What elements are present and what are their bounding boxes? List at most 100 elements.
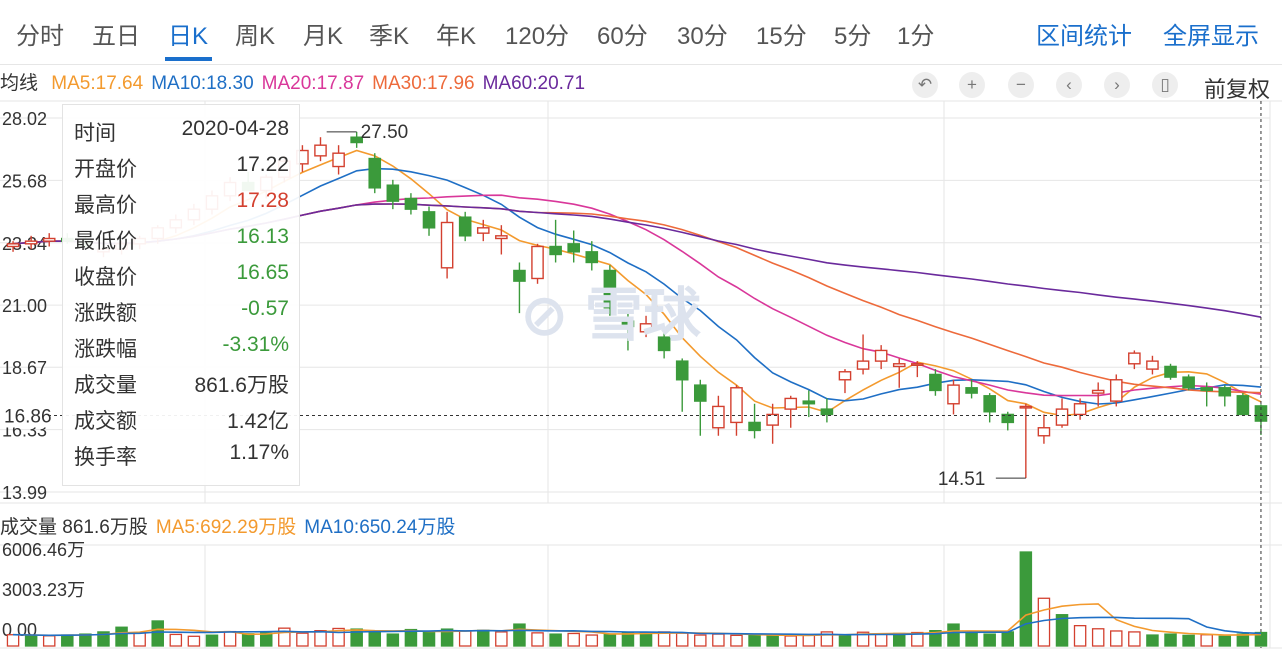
volume-bar [440,628,454,647]
candle-body [603,269,617,309]
zoom-out-icon[interactable]: − [1008,72,1034,98]
volume-bar [531,632,544,647]
tooltip-row: 开盘价 17.22 [74,153,289,183]
next-icon[interactable]: › [1104,72,1130,98]
candle-body [657,336,671,352]
tooltip-key: 成交额 [74,410,137,433]
zoom-in-icon[interactable]: + [959,72,985,98]
tab-7[interactable]: 120分 [505,23,570,50]
candle-body [513,269,526,282]
volume-bar [97,631,110,647]
candle-body [1073,403,1087,416]
candle-body [874,349,888,362]
ma-label: 均线 [0,73,39,94]
volume-bar [802,634,816,647]
volume-bar [603,633,617,647]
current-price-label: 16.86 [4,406,52,427]
volume-legend: 成交量 861.6万股 MA5:692.29万股 MA10:650.24万股 [0,512,463,539]
max-price-label: 27.50 [361,122,409,143]
volume-bar [567,632,580,647]
volume-bar [6,634,20,647]
tab-3[interactable]: 周K [235,23,276,50]
candle-body [1164,365,1177,378]
ma-legend: 均线 MA5:17.64 MA10:18.30 MA20:17.87 MA30:17.… [0,68,593,94]
tab-6[interactable]: 年K [436,23,477,50]
candle-body [6,243,20,248]
candle-body [1055,408,1069,426]
volume-bar [187,635,201,647]
price-tick-label: 18.67 [2,358,47,378]
prev-icon[interactable]: ‹ [1056,72,1082,98]
candle-body [693,384,707,402]
tooltip-key: 涨跌幅 [74,338,137,361]
tab-0[interactable]: 分时 [16,23,64,50]
tooltip-row: 最低价 16.13 [74,225,289,255]
candle-body [621,320,635,328]
volume-bar [205,634,219,647]
tab-2[interactable]: 日K [168,23,209,50]
tab-9[interactable]: 30分 [677,23,728,50]
candle-body [350,136,363,144]
candle-body [42,237,56,242]
range-stats-link[interactable]: 区间统计 [1036,23,1132,50]
tab-5[interactable]: 季K [369,23,410,50]
volume-tick-label: 3003.23万 [2,580,85,600]
volume-bar [169,633,183,647]
candle-body [856,360,870,370]
tab-10[interactable]: 15分 [756,23,807,50]
volume-bar [766,635,779,647]
volume-ma-line [12,603,1262,637]
fullscreen-link[interactable]: 全屏显示 [1163,23,1259,50]
candle-body [1236,395,1250,416]
volume-bar [1164,633,1177,647]
volume-bar [1200,634,1213,647]
tab-12[interactable]: 1分 [897,23,935,50]
volume-bar [730,634,743,647]
volume-bar [42,635,56,647]
volume-bar [675,632,689,647]
volume-bar [1182,634,1195,647]
volume-bar [495,631,508,647]
tooltip-key: 时间 [74,122,116,145]
volume-bar [477,629,490,647]
volume-bar [1019,551,1033,647]
volume-bar [838,634,852,647]
tooltip-value: 861.6万股 [194,374,289,397]
candle-body [947,384,960,405]
volume-bar [911,631,924,647]
ma-legend-item: MA5:17.64 [51,73,144,94]
volume-bar [278,627,291,647]
price-adjust-toggle[interactable]: 前复权 [1203,77,1270,102]
candle-body [892,363,906,368]
candle-body [748,421,761,432]
tab-8[interactable]: 60分 [597,23,648,50]
candle-body [585,251,599,264]
volume-bar [404,628,418,647]
undo-icon[interactable]: ↶ [912,72,938,98]
tooltip-value: -0.57 [241,297,289,320]
candle-body [911,363,924,366]
candle-body [1037,427,1051,437]
volume-bar [820,631,834,647]
tooltip-key: 开盘价 [74,158,137,181]
candle-body [368,157,382,189]
min-price-label: 14.51 [938,469,986,490]
candle-body [495,235,508,240]
tooltip-value: 16.65 [236,261,289,284]
tooltip-row: 收盘价 16.65 [74,261,289,291]
candle-body [458,216,472,237]
candle-body [314,144,327,157]
volume-bar [241,633,255,647]
candle-icon[interactable]: ▯ [1152,72,1178,98]
candle-body [730,387,743,424]
volume-bar [61,634,74,647]
tooltip-row: 时间 2020-04-28 [74,117,289,147]
active-tab-indicator [165,57,212,61]
candle-body [24,240,38,245]
tab-4[interactable]: 月K [303,23,344,50]
tab-11[interactable]: 5分 [834,23,872,50]
tab-1[interactable]: 五日 [92,23,140,50]
candle-body [784,397,798,410]
volume-bar [24,634,38,647]
watermark-logo: ⊘ 雪球 [520,283,702,348]
